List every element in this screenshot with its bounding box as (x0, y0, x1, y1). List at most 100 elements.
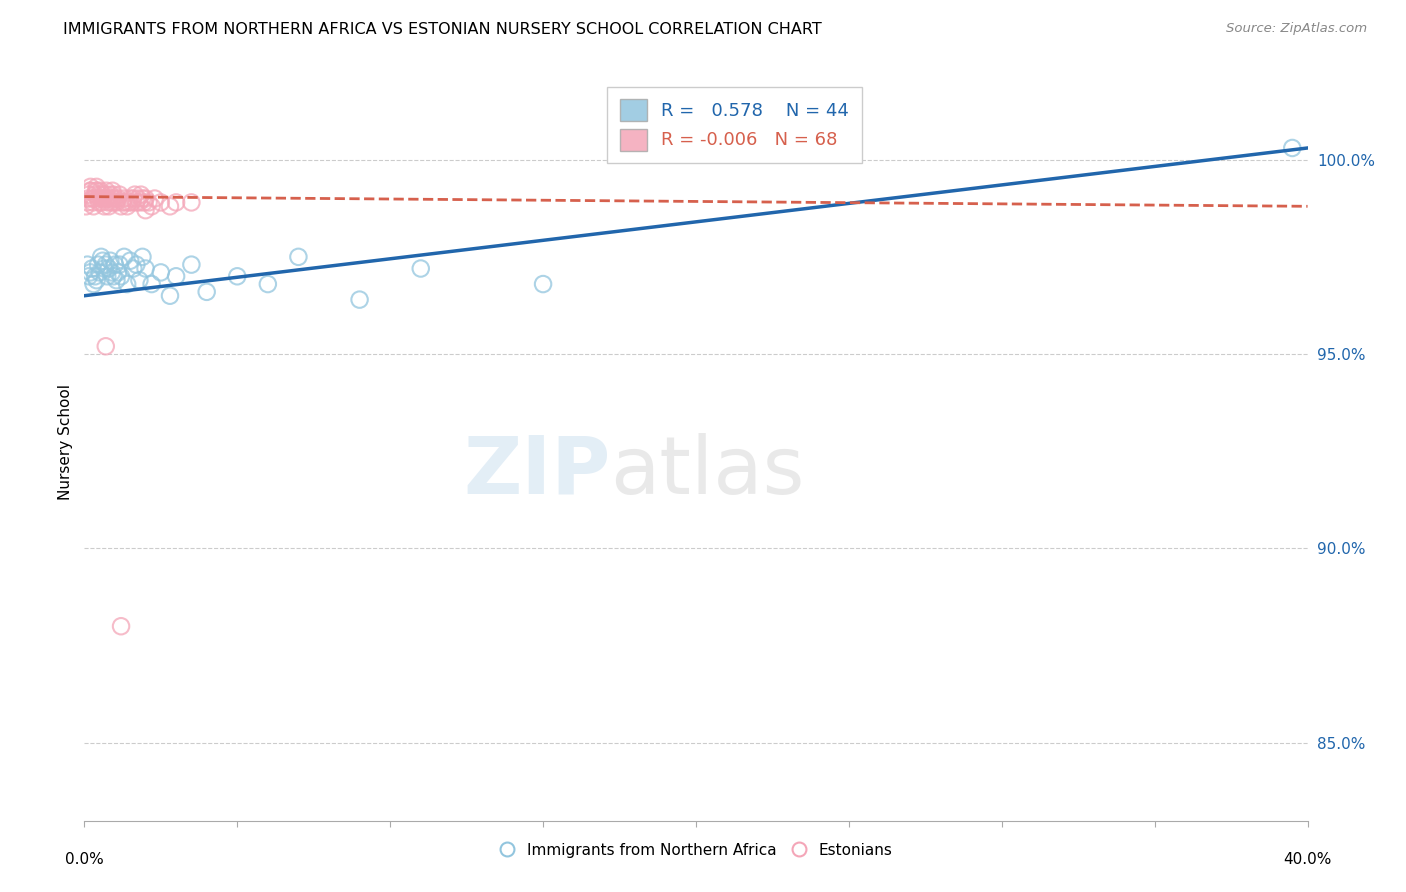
Point (89, 187, 111, 202)
Point (127, 192, 149, 206)
Point (97, 261, 120, 276)
Point (101, 184, 124, 198)
Point (531, 277, 554, 291)
Point (84, 269, 107, 284)
Point (115, 199, 138, 213)
Point (104, 192, 127, 206)
Legend: Immigrants from Northern Africa, Estonians: Immigrants from Northern Africa, Estonia… (492, 836, 900, 866)
Point (80, 261, 103, 276)
Point (91, 192, 114, 206)
Text: IMMIGRANTS FROM NORTHERN AFRICA VS ESTONIAN NURSERY SCHOOL CORRELATION CHART: IMMIGRANTS FROM NORTHERN AFRICA VS ESTON… (63, 22, 823, 37)
Point (79, 179, 101, 194)
Point (83, 192, 105, 206)
Point (149, 195, 172, 210)
Point (80, 192, 103, 206)
Point (86, 184, 108, 198)
Text: Source: ZipAtlas.com: Source: ZipAtlas.com (1226, 22, 1367, 36)
Point (349, 293, 371, 307)
Point (287, 250, 309, 264)
Point (143, 192, 166, 206)
Point (96, 184, 118, 198)
Point (122, 192, 145, 206)
Text: 40.0%: 40.0% (1284, 852, 1331, 867)
Point (98, 253, 121, 268)
Point (93, 261, 115, 276)
Point (124, 187, 146, 202)
Point (107, 192, 129, 206)
Point (110, 269, 132, 284)
Point (114, 195, 136, 210)
Point (93, 199, 115, 213)
Point (77, 269, 100, 284)
Point (159, 199, 181, 213)
Point (79, 265, 101, 279)
Point (108, 258, 131, 272)
Point (86, 179, 108, 194)
Point (226, 269, 249, 284)
Point (91, 195, 114, 210)
Point (100, 195, 122, 210)
Point (112, 250, 135, 264)
Point (125, 195, 148, 210)
Point (87, 258, 110, 272)
Point (120, 192, 142, 206)
Point (110, 619, 132, 633)
Point (83, 277, 105, 291)
Point (135, 203, 157, 218)
Point (141, 277, 163, 291)
Point (180, 195, 202, 210)
Point (105, 195, 128, 210)
Point (98, 192, 121, 206)
Point (111, 195, 134, 210)
Point (90, 250, 112, 264)
Point (132, 195, 155, 210)
Point (135, 192, 157, 206)
Point (94, 339, 117, 353)
Point (1281, 141, 1303, 155)
Point (83, 199, 105, 213)
Point (128, 195, 150, 210)
Point (135, 261, 157, 276)
Point (96, 269, 118, 284)
Point (105, 273, 128, 287)
Point (107, 265, 129, 279)
Point (90, 192, 112, 206)
Point (96, 192, 118, 206)
Point (101, 265, 124, 279)
Text: 0.0%: 0.0% (65, 852, 104, 867)
Point (112, 192, 135, 206)
Point (128, 273, 150, 287)
Point (103, 269, 125, 284)
Point (103, 195, 125, 210)
Point (82, 195, 104, 210)
Point (409, 261, 432, 276)
Y-axis label: Nursery School: Nursery School (58, 384, 73, 500)
Point (75, 199, 97, 213)
Point (131, 192, 153, 206)
Point (101, 192, 124, 206)
Point (115, 277, 138, 291)
Point (79, 184, 101, 198)
Point (104, 258, 127, 272)
Point (94, 192, 117, 206)
Point (76, 258, 98, 272)
Point (131, 250, 153, 264)
Point (120, 253, 142, 268)
Text: atlas: atlas (610, 433, 804, 511)
Point (165, 269, 187, 284)
Point (165, 195, 187, 210)
Point (84, 187, 107, 202)
Point (180, 258, 202, 272)
Point (86, 273, 108, 287)
Text: ZIP: ZIP (463, 433, 610, 511)
Point (195, 285, 218, 299)
Point (94, 258, 117, 272)
Point (149, 265, 172, 279)
Point (257, 277, 280, 291)
Point (125, 258, 148, 272)
Point (80, 184, 103, 198)
Point (141, 199, 163, 213)
Point (110, 199, 132, 213)
Point (91, 187, 114, 202)
Point (129, 187, 152, 202)
